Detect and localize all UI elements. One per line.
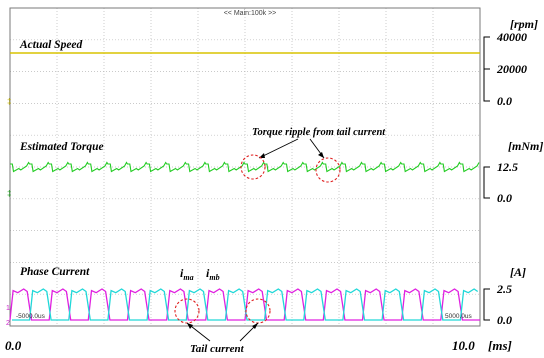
scope-grid	[10, 8, 480, 326]
torque-panel-title: Estimated Torque	[19, 141, 104, 153]
left-time-marker: -5000.0us	[16, 313, 46, 320]
x-axis-min: 0.0	[5, 338, 22, 353]
ripple-arrow-1	[258, 138, 299, 159]
torque-axis-bracket	[483, 166, 490, 199]
x-axis-unit: [ms]	[488, 338, 512, 353]
current-tick-0: 0.0	[497, 313, 512, 327]
speed-tick-0: 0.0	[497, 94, 512, 108]
ima-label: ima	[180, 266, 194, 282]
torque-tick-12-5: 12.5	[497, 160, 518, 174]
ripple-arrowhead-1	[259, 153, 265, 158]
tail-arrowhead-2	[252, 323, 258, 329]
x-axis-max: 10.0	[452, 338, 475, 353]
ripple-highlight-2	[315, 157, 341, 183]
ripple-arrowhead-2	[318, 152, 324, 158]
scope-title: << Main:100k >>	[224, 10, 277, 17]
current-panel-title: Phase Current	[20, 266, 90, 278]
torque-trace	[10, 161, 480, 173]
imb-trace	[12, 288, 479, 321]
speed-channel-marker: ‡	[7, 97, 11, 106]
current-tick-2-5: 2.5	[496, 282, 512, 296]
torque-tick-0: 0.0	[497, 191, 512, 205]
tail-arrowhead-1	[187, 323, 193, 329]
imb-channel-marker: 2	[6, 320, 10, 327]
ima-trace	[9, 288, 480, 321]
torque-ripple-annotation: Torque ripple from tail current	[252, 127, 386, 138]
scope-frame	[9, 7, 481, 327]
tail-current-label: Tail current	[190, 343, 245, 355]
speed-panel-title: Actual Speed	[19, 39, 83, 51]
current-axis-bracket	[483, 288, 490, 321]
imb-label: imb	[206, 266, 220, 282]
current-unit: [A]	[510, 265, 526, 279]
right-time-marker: 5000.0us	[445, 313, 472, 320]
torque-unit: [mNm]	[508, 139, 543, 153]
torque-channel-marker: ‡	[7, 189, 11, 198]
ima-channel-marker: 1	[6, 305, 10, 312]
speed-axis-bracket	[483, 36, 490, 102]
speed-tick-20000: 20000	[496, 62, 527, 76]
speed-tick-40000: 40000	[496, 30, 527, 44]
ripple-highlight-1	[240, 154, 266, 180]
speed-unit: [rpm]	[510, 17, 538, 31]
